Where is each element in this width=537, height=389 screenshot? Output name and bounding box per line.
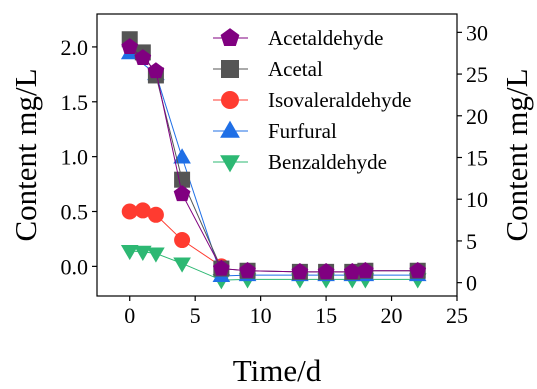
axes-layer: 0 5 10 15 20 25 0.0 0.5 1.0 1.5 2.0 0 5 10 15 20 25 30 — [61, 20, 489, 328]
legend: Acetaldehyde Acetal Isovaleraldehyde Furfur… — [213, 26, 411, 174]
data-point-acetaldehyde — [121, 38, 139, 55]
y-tick-label-right: 10 — [466, 187, 488, 212]
y-tick-label-right: 0 — [466, 271, 477, 296]
legend-marker-isovaleraldehyde — [221, 91, 239, 109]
data-point-acetaldehyde — [343, 263, 361, 279]
legend-label-acetaldehyde: Acetaldehyde — [268, 26, 383, 50]
data-point-acetaldehyde — [409, 261, 427, 278]
data-point-acetaldehyde — [147, 62, 165, 79]
legend-item-isovaleraldehyde: Isovaleraldehyde — [213, 88, 411, 112]
plot-frame — [96, 13, 458, 297]
data-point-benzaldehyde — [120, 244, 139, 261]
legend-label-furfural: Furfural — [268, 119, 337, 143]
x-tick-label: 0 — [124, 303, 135, 328]
x-tick-label: 5 — [190, 303, 201, 328]
legend-item-acetal: Acetal — [213, 57, 323, 81]
data-point-benzaldehyde — [147, 247, 165, 263]
y-tick-label-right: 5 — [466, 229, 477, 254]
data-point-acetaldehyde — [212, 259, 230, 276]
data-point-isovaleraldehyde — [121, 203, 138, 220]
y-tick-label-right: 20 — [466, 104, 488, 129]
y-axis-title-right: Content mg/L — [499, 68, 534, 241]
legend-label-acetal: Acetal — [268, 57, 323, 81]
data-point-furfural — [173, 148, 191, 164]
x-axis-title: Time/d — [233, 353, 322, 384]
legend-item-furfural: Furfural — [213, 119, 337, 143]
y-tick-label-right: 30 — [466, 20, 488, 45]
x-tick-label: 10 — [250, 303, 272, 328]
legend-label-benzaldehyde: Benzaldehyde — [268, 150, 387, 174]
data-point-acetaldehyde — [291, 263, 309, 279]
data-point-benzaldehyde — [173, 257, 191, 273]
y-tick-label-left: 0.0 — [61, 254, 89, 279]
data-point-acetaldehyde — [317, 263, 335, 279]
series-layer — [120, 31, 427, 290]
data-point-acetaldehyde — [173, 185, 191, 202]
legend-marker-acetaldehyde — [220, 28, 240, 47]
legend-item-acetaldehyde: Acetaldehyde — [213, 26, 383, 50]
y-tick-label-right: 25 — [466, 62, 488, 87]
series-acetaldehyde — [121, 38, 427, 279]
y-tick-label-left: 1.0 — [61, 145, 89, 170]
data-point-acetaldehyde — [134, 49, 152, 66]
y-tick-label-left: 2.0 — [61, 35, 89, 60]
legend-label-isovaleraldehyde: Isovaleraldehyde — [268, 88, 411, 112]
data-point-isovaleraldehyde — [174, 232, 191, 249]
series-isovaleraldehyde — [121, 202, 230, 275]
legend-item-benzaldehyde: Benzaldehyde — [213, 150, 387, 174]
x-tick-label: 25 — [446, 303, 468, 328]
x-tick-label: 20 — [381, 303, 403, 328]
y-tick-label-left: 1.5 — [61, 90, 89, 115]
data-point-acetaldehyde — [356, 261, 374, 278]
data-point-acetaldehyde — [239, 261, 256, 278]
legend-marker-benzaldehyde — [220, 155, 240, 173]
series-line-benzaldehyde — [129, 250, 418, 281]
data-point-benzaldehyde — [134, 245, 152, 261]
plot-border — [96, 13, 458, 297]
series-benzaldehyde — [120, 244, 427, 290]
y-tick-label-left: 0.5 — [61, 200, 89, 225]
y-tick-label-right: 15 — [466, 146, 488, 171]
y-axis-title-left: Content mg/L — [8, 68, 43, 241]
x-tick-label: 15 — [315, 303, 337, 328]
data-point-isovaleraldehyde — [134, 202, 151, 219]
legend-marker-furfural — [220, 120, 240, 138]
legend-marker-acetal — [221, 60, 239, 78]
data-point-isovaleraldehyde — [147, 206, 164, 223]
